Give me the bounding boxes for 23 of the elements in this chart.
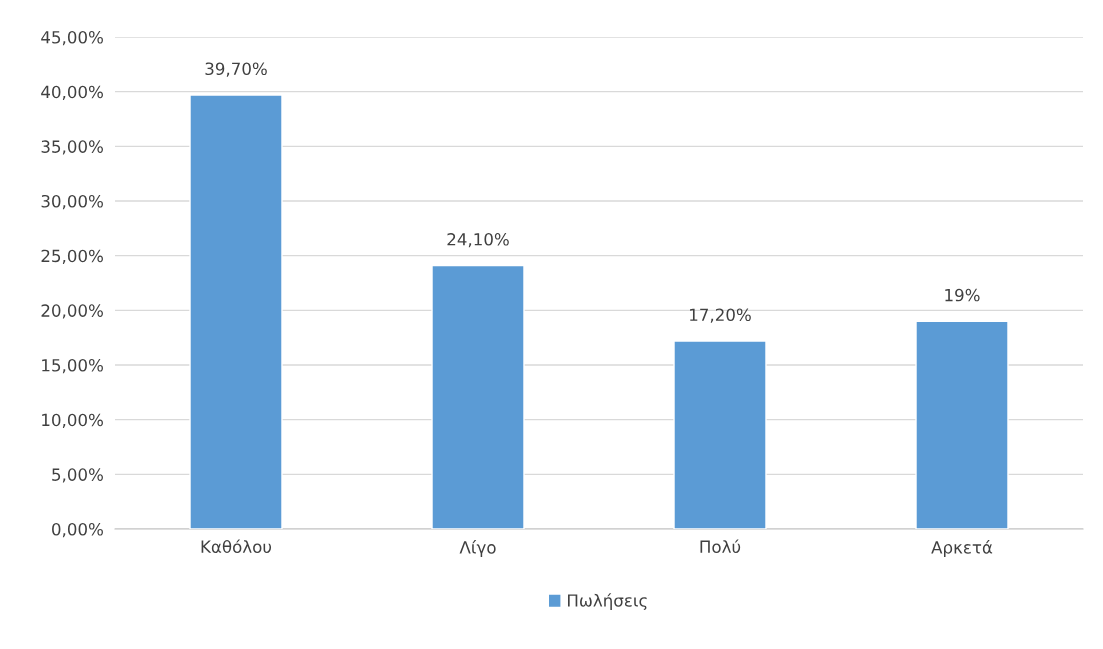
bar [673,340,767,529]
data-label: 39,70% [205,62,267,77]
y-tick-label: 10,00% [42,413,103,428]
y-tick-label: 30,00% [41,194,103,210]
legend-label: Πωλήσεις [568,593,647,611]
data-label: 19% [945,288,980,302]
x-tick-label: Πολύ [700,539,741,554]
x-tick-label: Λίγο [459,540,496,557]
y-tick-label: 25,00% [41,249,103,264]
bar [915,320,1009,529]
x-tick-label: Καθόλου [201,539,272,554]
y-tick-label: 5,00% [52,468,103,483]
y-tick-label: 15,00% [42,358,103,374]
y-tick-label: 0,00% [52,522,103,538]
bar [189,94,283,529]
data-label: 24,10% [447,233,509,248]
y-tick-label: 45,00% [41,30,103,46]
bar [431,264,525,529]
data-label: 17,20% [690,308,751,323]
x-tick-label: Αρκετά [931,540,993,557]
y-tick-label: 40,00% [41,85,103,100]
y-tick-label: 35,00% [41,140,103,155]
y-tick-label: 20,00% [41,304,103,319]
